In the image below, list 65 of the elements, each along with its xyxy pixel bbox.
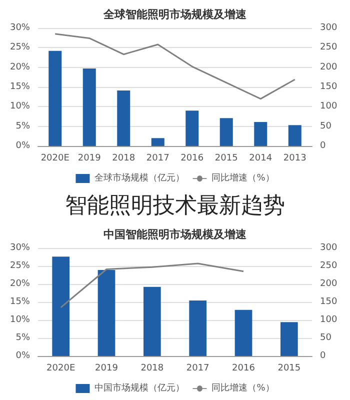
legend-label: 同比增速（%）: [212, 172, 274, 184]
bar: [151, 138, 164, 146]
y-tick-label: 0%: [16, 141, 30, 151]
bar: [52, 256, 70, 356]
x-tick-label: 2016: [180, 154, 204, 164]
legend-label: 全球市场规模（亿元）: [94, 172, 185, 184]
bar: [189, 300, 207, 356]
line-series: [54, 33, 296, 100]
y-tick-label: 5%: [16, 121, 30, 132]
y2-tick-label: 250: [320, 261, 338, 271]
x-tick-label: 2018: [112, 154, 136, 164]
y-tick-label: 20%: [10, 279, 30, 289]
y-tick-label: 30%: [10, 23, 30, 33]
y2-tick-label: 200: [320, 279, 338, 289]
chart-title: 中国智能照明市场规模及增速: [104, 228, 248, 241]
x-tick-label: 2018: [140, 364, 164, 374]
bar: [48, 50, 62, 146]
y-tick-label: 15%: [10, 82, 30, 92]
y2-tick-label: 50: [320, 121, 332, 132]
line-series: [60, 262, 244, 308]
y2-tick-label: 200: [320, 62, 338, 72]
bar: [82, 68, 96, 146]
y-tick-label: 10%: [10, 102, 30, 112]
y2-tick-label: 300: [320, 23, 338, 33]
bar: [280, 322, 298, 356]
y2-tick-label: 100: [320, 102, 338, 112]
bar: [143, 286, 161, 356]
y2-tick-label: 150: [320, 297, 338, 307]
x-tick-label: 2017: [186, 364, 210, 374]
y-tick-label: 25%: [10, 42, 30, 53]
bar: [254, 122, 268, 146]
y2-tick-label: 250: [320, 42, 338, 53]
y2-tick-label: 100: [320, 315, 338, 325]
y-tick-label: 25%: [10, 261, 30, 271]
x-tick-label: 2013: [283, 154, 306, 164]
y2-tick-label: 150: [320, 82, 338, 92]
legend-label: 同比增速（%）: [212, 382, 274, 394]
y-tick-label: 0%: [16, 351, 30, 361]
x-tick-label: 2014: [249, 154, 272, 164]
bar: [220, 118, 233, 146]
x-tick-label: 2015: [278, 364, 301, 374]
y2-tick-label: 0: [320, 141, 326, 151]
bar: [186, 110, 199, 146]
y-tick-label: 15%: [10, 297, 30, 307]
x-tick-label: 2015: [214, 154, 238, 164]
bar: [234, 310, 252, 356]
y2-tick-label: 300: [320, 243, 338, 253]
x-tick-label: 2016: [232, 364, 256, 374]
bar: [98, 270, 116, 356]
legend-label: 中国市场规模（亿元）: [94, 382, 185, 394]
y-tick-label: 10%: [10, 315, 30, 325]
text: 智能照明技术最新趋势: [65, 194, 285, 218]
x-tick-label: 2019: [78, 154, 102, 164]
bar: [288, 125, 302, 146]
y-tick-label: 20%: [10, 62, 30, 72]
y2-tick-label: 50: [320, 333, 332, 343]
x-tick-label: 2017: [146, 154, 170, 164]
bar: [117, 90, 130, 146]
y-tick-label: 30%: [10, 243, 30, 253]
x-tick-label: 2020E: [40, 154, 70, 164]
y-tick-label: 5%: [16, 333, 30, 343]
x-tick-label: 2020E: [46, 364, 76, 374]
y2-tick-label: 0: [320, 351, 326, 361]
chart-title: 全球智能照明市场规模及增速: [102, 8, 248, 21]
x-tick-label: 2019: [95, 364, 118, 374]
